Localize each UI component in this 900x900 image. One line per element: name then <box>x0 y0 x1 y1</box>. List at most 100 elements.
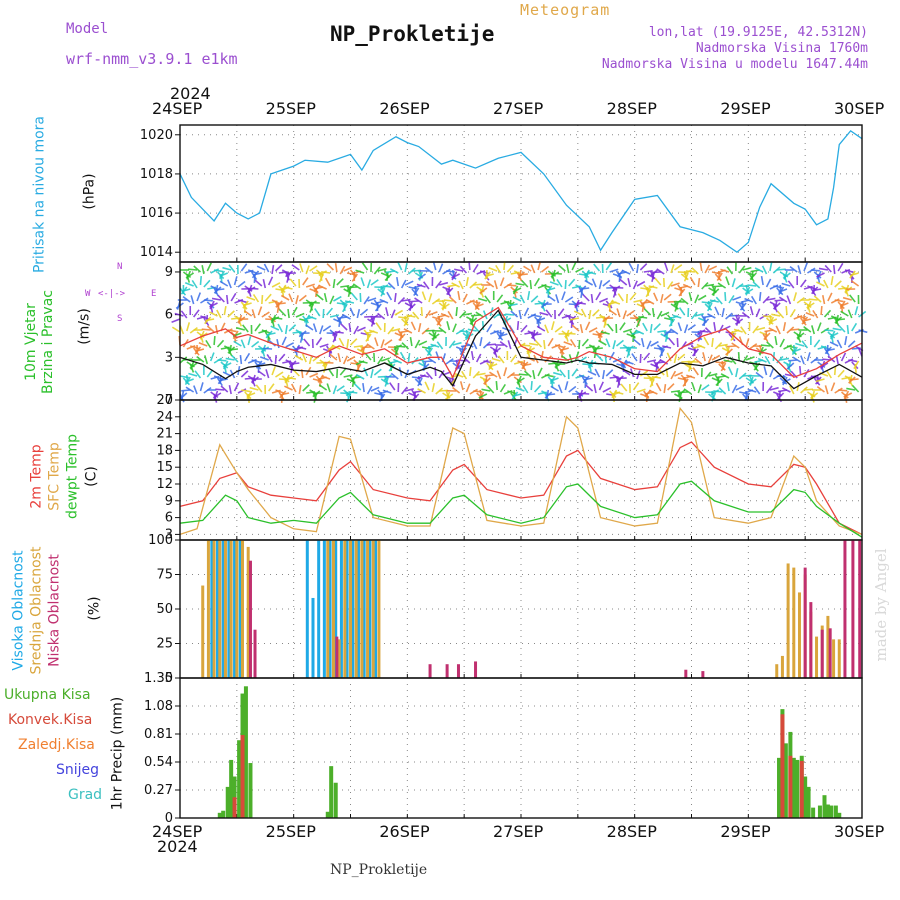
wind-barb <box>648 285 658 289</box>
wind-barb <box>201 265 205 275</box>
wind-barb <box>713 321 717 332</box>
wind-barb <box>605 338 611 348</box>
wind-barb <box>206 369 214 378</box>
date-label-bottom-25sep: 25SEP <box>265 822 316 841</box>
wind-barb <box>527 313 537 319</box>
wind-barb <box>781 282 791 287</box>
wind-barb <box>580 392 590 395</box>
wind-series-speed <box>179 309 863 390</box>
wind-barb <box>472 370 480 379</box>
wind-panel: 0 3 6 9 <box>165 260 868 408</box>
wind-barb <box>305 324 314 331</box>
wind-barb <box>438 263 444 273</box>
wind-barb <box>449 296 457 304</box>
wind-barb <box>549 281 559 286</box>
cloud_cover-bar-mid <box>326 540 330 678</box>
wind-barb <box>673 299 682 306</box>
date-label-bottom-26sep: 26SEP <box>379 822 430 841</box>
wind-barb <box>682 283 692 289</box>
wind-barb <box>438 281 449 286</box>
wind-barb <box>179 356 188 364</box>
wind-barb <box>624 360 634 365</box>
wind-barb <box>434 366 437 377</box>
wind-barb <box>278 308 287 317</box>
wind-barb <box>838 324 846 333</box>
wind-barb <box>348 322 352 333</box>
wind-barb <box>213 269 224 273</box>
wind-barb <box>680 297 689 305</box>
wind-barb <box>403 317 410 327</box>
wind-barb <box>577 391 587 398</box>
wind-barb <box>688 292 693 302</box>
wind-barb <box>816 322 822 332</box>
wind-barb <box>329 314 339 318</box>
wind-barb <box>185 386 195 393</box>
wind-barb <box>393 358 402 364</box>
wind-barb <box>614 391 624 395</box>
temperature-series-sfc <box>179 406 863 536</box>
wind-barb <box>554 344 565 349</box>
wind-barb <box>465 277 469 287</box>
wind-barb <box>398 333 406 342</box>
wind-barb <box>799 365 802 376</box>
wind-barb <box>752 281 761 289</box>
wind-barb <box>249 386 259 391</box>
precipitation-bar-total <box>806 786 811 818</box>
wind-barb <box>309 265 318 272</box>
wind-barb <box>774 335 778 346</box>
wind-barb <box>778 288 788 293</box>
wind-barb <box>412 311 420 320</box>
wind-barb <box>648 389 658 395</box>
wind-barb <box>284 324 288 335</box>
wind-barb <box>772 302 781 310</box>
wind-barb <box>332 385 338 395</box>
wind-barb <box>377 312 386 320</box>
wind-barb <box>394 292 397 303</box>
wind-barb <box>849 378 859 381</box>
wind-barb <box>363 296 370 305</box>
wind-barb <box>687 324 696 331</box>
wind-barb <box>800 386 808 394</box>
wind-barb <box>541 284 551 289</box>
wind-barb <box>830 298 840 304</box>
wind-barb <box>391 328 401 332</box>
wind-ytick-label: 9 <box>165 265 173 280</box>
precipitation-bar-total <box>795 759 800 818</box>
wind-barb <box>284 377 289 387</box>
wind-barb <box>407 267 416 275</box>
wind-barb <box>683 272 689 282</box>
wind-barb <box>262 279 267 289</box>
cloud_cover-bar-high <box>368 540 372 678</box>
precipitation-bar-total <box>833 805 838 818</box>
wind-barb <box>708 265 718 271</box>
wind-barb <box>404 263 408 273</box>
wind-barb <box>769 284 779 290</box>
wind-barb <box>424 266 433 274</box>
wind-barb <box>741 311 750 319</box>
wind-barb <box>361 347 365 357</box>
date-label-bottom-30sep: 30SEP <box>834 822 885 841</box>
wind-barb <box>830 382 836 392</box>
wind-barb <box>522 363 532 367</box>
wind-barb <box>346 393 352 403</box>
wind-barb <box>649 378 655 388</box>
wind-barb <box>844 335 848 346</box>
wind-barb <box>592 309 600 317</box>
wind-barb <box>351 376 361 380</box>
wind-barb <box>543 339 546 350</box>
wind-barb <box>276 339 280 349</box>
precipitation-frame <box>179 677 863 819</box>
wind-barb <box>462 356 471 364</box>
wind-barb <box>203 299 213 302</box>
wind-barb <box>549 377 559 383</box>
cloud_cover-bar-mid <box>218 540 222 678</box>
wind-barb <box>764 355 771 365</box>
wind-barb <box>425 371 433 380</box>
wind-barb <box>564 381 569 391</box>
wind-barb <box>303 338 311 347</box>
wind-barb <box>774 299 784 302</box>
wind-barb <box>819 362 829 369</box>
wind-barb <box>413 287 420 296</box>
cloud_cover-bar-low <box>474 661 478 678</box>
wind-barb <box>302 384 310 392</box>
